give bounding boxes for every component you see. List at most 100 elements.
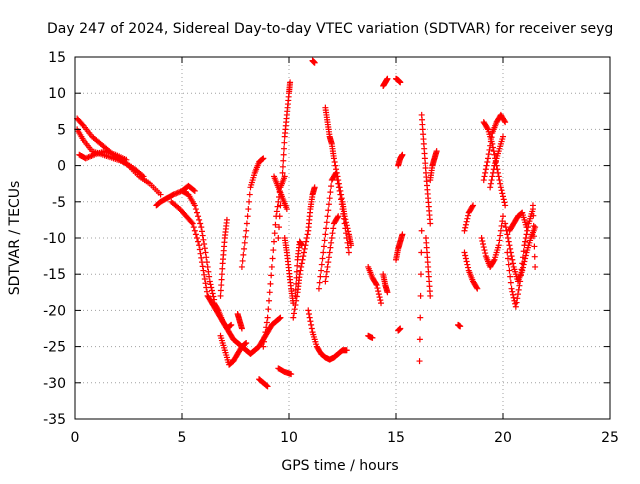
series-track-11	[234, 311, 245, 332]
data-point	[238, 325, 245, 332]
data-point	[482, 250, 489, 257]
data-point	[190, 187, 197, 194]
data-point	[505, 238, 512, 245]
data-point	[325, 254, 332, 261]
series-track-24	[322, 213, 342, 285]
data-point	[375, 288, 382, 295]
data-point	[514, 295, 521, 302]
data-point	[333, 166, 340, 173]
y-tick-label: 10	[48, 86, 66, 102]
data-point	[512, 303, 519, 310]
data-point	[515, 286, 522, 293]
data-point	[374, 285, 381, 292]
series-track-42	[480, 111, 509, 184]
data-point	[531, 243, 538, 250]
series-track-21	[305, 307, 350, 363]
data-point	[304, 231, 311, 238]
data-point	[201, 241, 208, 248]
data-point	[518, 266, 525, 273]
data-point	[461, 227, 468, 234]
x-tick-label: 0	[71, 430, 80, 446]
data-point	[214, 306, 221, 313]
data-point	[195, 238, 202, 245]
data-point	[315, 285, 322, 292]
data-point	[325, 201, 332, 208]
data-point	[268, 263, 275, 270]
data-point	[502, 119, 509, 126]
data-point	[464, 261, 471, 268]
data-point	[480, 177, 487, 184]
data-point	[332, 162, 339, 169]
data-point	[276, 213, 283, 220]
series-track-27	[365, 332, 376, 341]
data-point	[335, 177, 342, 184]
x-tick-label: 15	[387, 430, 405, 446]
series-track-12	[238, 155, 267, 270]
data-point	[507, 279, 514, 286]
data-point	[263, 382, 270, 389]
data-point	[298, 242, 305, 249]
data-point	[305, 307, 312, 314]
data-point	[522, 238, 529, 245]
data-point	[498, 222, 505, 229]
data-point	[191, 187, 198, 194]
data-point	[500, 193, 506, 200]
data-point	[303, 238, 310, 245]
data-point	[203, 254, 210, 261]
data-point	[418, 249, 425, 256]
x-tick-label: 20	[494, 430, 512, 446]
data-point	[483, 162, 490, 169]
data-point	[338, 195, 345, 202]
series-track-46	[504, 206, 536, 310]
data-point	[239, 257, 246, 264]
data-point	[461, 249, 468, 256]
data-point	[343, 219, 350, 226]
data-point	[417, 292, 424, 299]
data-point	[490, 169, 497, 176]
data-point	[488, 177, 495, 184]
data-point	[378, 300, 385, 307]
data-point	[325, 207, 332, 214]
data-point	[509, 288, 516, 295]
data-point	[266, 289, 273, 296]
data-point	[243, 227, 250, 234]
data-point	[333, 169, 340, 176]
y-tick-label: 0	[57, 159, 66, 175]
data-point	[373, 280, 380, 287]
series-track-20	[292, 238, 305, 299]
data-point	[519, 254, 526, 261]
data-point	[209, 290, 216, 297]
data-point	[486, 146, 493, 153]
series-track-10	[217, 216, 230, 299]
data-point	[501, 199, 508, 206]
data-point	[327, 244, 334, 251]
data-point	[343, 347, 350, 354]
data-point	[335, 180, 342, 187]
data-point	[499, 190, 506, 197]
data-point	[193, 209, 200, 216]
y-tick-label: -35	[43, 412, 66, 428]
data-point	[417, 271, 424, 278]
data-point	[416, 336, 423, 343]
data-point	[399, 151, 406, 158]
series-track-41	[478, 213, 506, 270]
data-point	[242, 233, 249, 240]
series-track-36	[427, 148, 440, 184]
data-point	[123, 156, 130, 163]
data-point	[485, 151, 492, 158]
data-point	[293, 268, 300, 275]
data-point	[481, 247, 488, 254]
data-point	[274, 203, 281, 210]
data-point	[202, 249, 209, 256]
data-point	[217, 287, 224, 294]
data-point	[298, 260, 305, 267]
data-point	[517, 278, 524, 285]
data-point	[504, 255, 511, 262]
data-point	[188, 219, 195, 226]
x-tick-label: 25	[601, 430, 619, 446]
data-point	[523, 224, 530, 231]
data-point	[319, 255, 326, 262]
data-point	[489, 140, 496, 147]
data-point	[198, 228, 205, 235]
data-point	[301, 245, 308, 252]
